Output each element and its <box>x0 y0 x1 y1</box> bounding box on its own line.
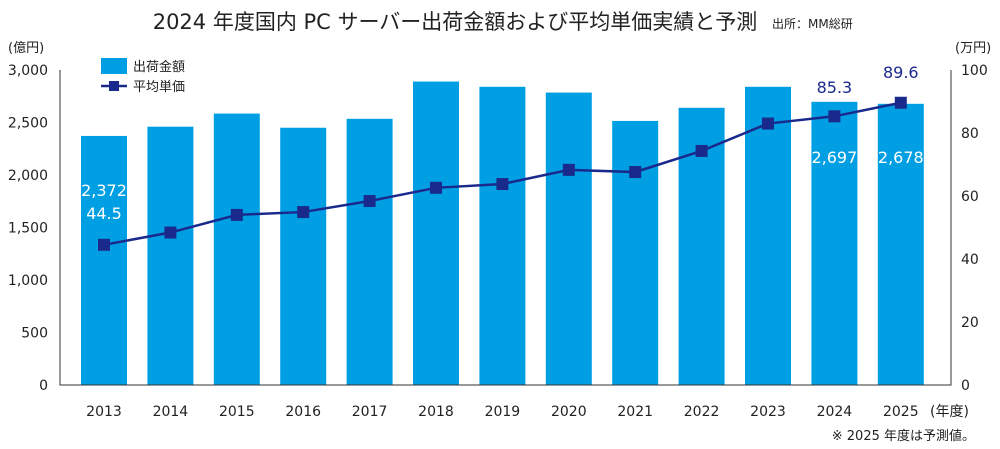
x-tick-label: 2023 <box>750 404 786 420</box>
x-tick-label: 2024 <box>817 404 853 420</box>
bar-data-label: 2,678 <box>878 148 924 167</box>
right-tick-label: 40 <box>961 252 979 268</box>
x-tick-label: 2013 <box>86 404 122 420</box>
line-data-label: 89.6 <box>883 63 919 82</box>
left-tick-label: 500 <box>21 326 48 342</box>
price-marker-2019 <box>496 178 509 191</box>
chart-title: 2024 年度国内 PC サーバー出荷金額および平均単価実績と予測 <box>153 10 758 34</box>
line-data-label: 85.3 <box>817 78 853 97</box>
bar-2013 <box>81 135 127 385</box>
x-tick-label: 2019 <box>485 404 521 420</box>
bar-data-label: 2,697 <box>811 148 857 167</box>
bar-2015 <box>213 113 260 385</box>
bar-2019 <box>479 86 526 386</box>
legend-line-marker <box>109 81 119 91</box>
bar-2018 <box>413 81 459 386</box>
bar-2020 <box>545 92 592 385</box>
bar-2017 <box>346 118 393 385</box>
left-axis-label: (億円) <box>8 40 44 56</box>
x-tick-label: 2015 <box>219 404 255 420</box>
right-tick-label: 20 <box>961 315 979 331</box>
x-tick-label: 2025 <box>883 404 919 420</box>
axis-frame <box>59 70 952 386</box>
price-marker-2015 <box>230 208 243 221</box>
price-marker-2013 <box>98 238 110 251</box>
legend: 出荷金額 平均単価 <box>101 58 185 95</box>
chart-source: 出所：MM総研 <box>772 17 853 31</box>
price-marker-2023 <box>762 117 774 130</box>
line-data-label: 44.5 <box>86 204 122 223</box>
footnote: ※ 2025 年度は予測値。 <box>832 428 975 444</box>
price-marker-2014 <box>164 226 177 239</box>
x-tick-label: 2016 <box>285 404 321 420</box>
x-tick-label: 2014 <box>153 404 189 420</box>
legend-bar-swatch <box>101 58 127 74</box>
right-tick-label: 100 <box>961 63 988 79</box>
bar-2024 <box>811 101 858 385</box>
bar-2021 <box>612 120 659 386</box>
x-tick-label: 2022 <box>684 404 720 420</box>
x-tick-label: 2017 <box>352 404 388 420</box>
x-tick-label: 2021 <box>617 404 653 420</box>
left-tick-label: 2,000 <box>8 168 48 184</box>
right-tick-label: 0 <box>961 378 970 394</box>
price-marker-2020 <box>562 163 575 176</box>
bar-2025 <box>877 103 924 385</box>
x-axis-label: (年度) <box>930 404 969 420</box>
left-tick-label: 3,000 <box>8 63 48 79</box>
price-marker-2022 <box>695 144 708 157</box>
bar-2016 <box>280 127 327 385</box>
legend-bar-label: 出荷金額 <box>133 59 185 75</box>
right-tick-label: 80 <box>961 126 979 142</box>
left-tick-label: 2,500 <box>8 116 48 132</box>
price-marker-2025 <box>894 96 907 109</box>
price-marker-2021 <box>629 166 642 179</box>
bar-2023 <box>745 86 791 386</box>
bar-data-label: 2,372 <box>81 181 127 200</box>
left-tick-label: 1,500 <box>8 221 48 237</box>
x-tick-label: 2018 <box>418 404 454 420</box>
price-marker-2024 <box>828 110 841 123</box>
right-axis-label: (万円) <box>955 41 991 56</box>
x-tick-label: 2020 <box>551 404 587 420</box>
price-marker-2017 <box>363 195 376 208</box>
legend-line-label: 平均単価 <box>133 79 185 95</box>
left-tick-label: 0 <box>39 378 48 394</box>
right-tick-label: 60 <box>961 189 979 205</box>
price-marker-2018 <box>430 181 442 194</box>
left-tick-label: 1,000 <box>8 273 48 289</box>
bar-2014 <box>147 126 194 385</box>
price-marker-2016 <box>297 206 310 219</box>
